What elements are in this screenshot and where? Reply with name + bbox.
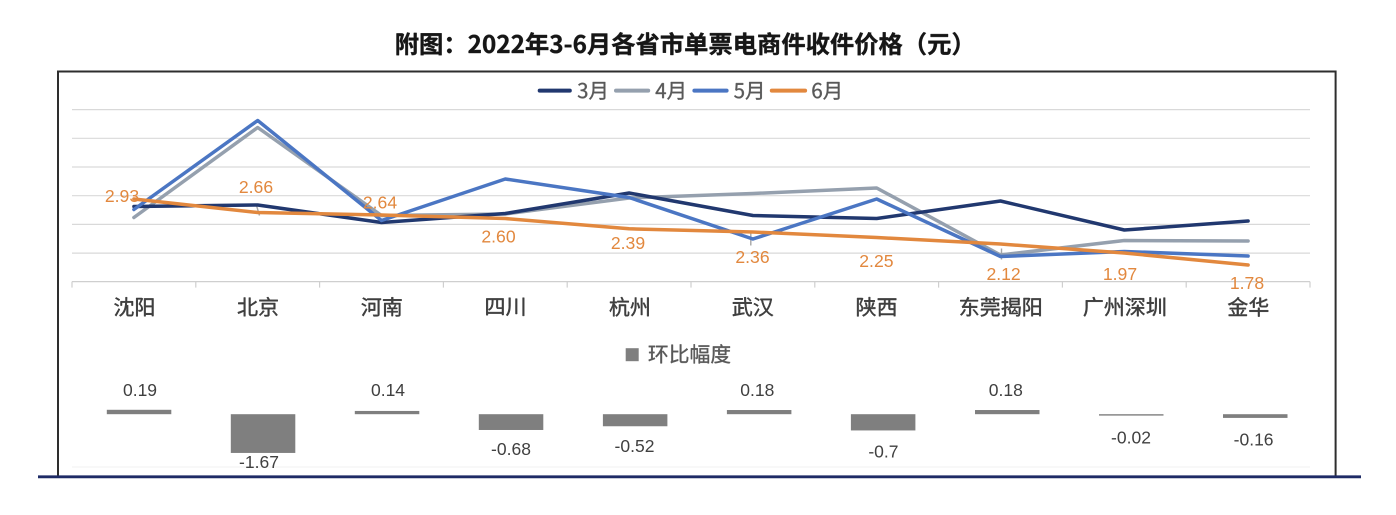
svg-text:-0.02: -0.02	[1111, 428, 1151, 448]
svg-text:0.19: 0.19	[123, 380, 157, 400]
svg-text:1.78: 1.78	[1230, 273, 1264, 293]
svg-text:-0.16: -0.16	[1234, 429, 1274, 449]
svg-text:2.12: 2.12	[986, 264, 1020, 284]
svg-text:-0.7: -0.7	[868, 442, 898, 462]
svg-text:-0.68: -0.68	[491, 439, 531, 459]
svg-text:-1.67: -1.67	[239, 452, 279, 472]
svg-text:2.66: 2.66	[239, 177, 273, 197]
svg-text:0.18: 0.18	[740, 380, 774, 400]
svg-text:0.14: 0.14	[371, 380, 405, 400]
svg-text:2.25: 2.25	[859, 251, 893, 271]
svg-text:2.64: 2.64	[363, 193, 397, 213]
svg-text:1.97: 1.97	[1103, 264, 1137, 284]
svg-text:2.60: 2.60	[481, 227, 515, 247]
svg-text:2.36: 2.36	[735, 247, 769, 267]
svg-text:2.39: 2.39	[611, 233, 645, 253]
svg-text:2.93: 2.93	[105, 186, 139, 206]
svg-text:-0.52: -0.52	[615, 436, 655, 456]
svg-text:0.18: 0.18	[989, 380, 1023, 400]
